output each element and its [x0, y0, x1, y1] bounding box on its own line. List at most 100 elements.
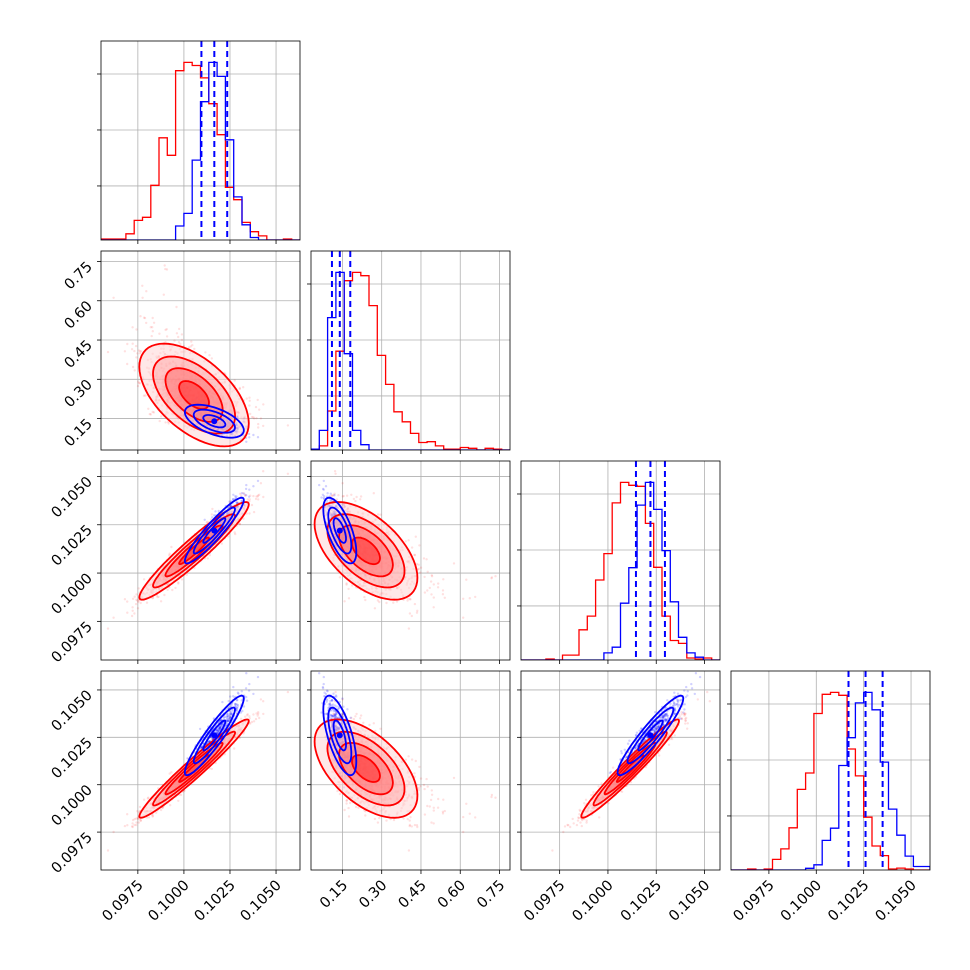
scatter-point [179, 342, 182, 346]
scatter-point [136, 352, 139, 355]
scatter-point [228, 500, 231, 503]
scatter-point [248, 512, 251, 515]
scatter-point [149, 326, 152, 329]
scatter-point [193, 347, 196, 351]
panel-frame [100, 250, 301, 451]
scatter-point [257, 422, 260, 426]
scatter-point [152, 321, 156, 324]
scatter-point [151, 326, 154, 329]
scatter-point [255, 495, 258, 498]
scatter-point [351, 584, 354, 587]
scatter-point [175, 305, 178, 309]
scatter-point [210, 357, 213, 360]
scatter-point [332, 494, 335, 497]
scatter-point [135, 593, 138, 596]
scatter-point [242, 492, 246, 495]
scatter-point [133, 349, 136, 353]
scatter-point [206, 557, 209, 560]
scatter-point [258, 408, 261, 411]
scatter-point [343, 600, 346, 603]
scatter-point [244, 487, 248, 491]
scatter-point [443, 596, 446, 599]
scatter-point [220, 542, 223, 545]
scatter-point [242, 517, 245, 520]
histogram-series-0 [311, 271, 510, 450]
scatter-point [413, 602, 417, 606]
scatter-point [341, 495, 344, 498]
scatter-point [190, 340, 193, 343]
scatter-point [157, 595, 160, 598]
scatter-point [494, 575, 497, 578]
scatter-point [441, 593, 445, 596]
scatter-point [229, 505, 232, 508]
scatter-point [416, 609, 419, 612]
scatter-point [126, 362, 129, 366]
scatter-point [136, 599, 139, 602]
scatter-point [164, 267, 167, 271]
scatter-point [214, 510, 217, 513]
scatter-point [148, 412, 151, 416]
scatter-point [422, 557, 426, 560]
scatter-point [165, 328, 168, 331]
scatter-point [131, 365, 135, 369]
scatter-point [208, 554, 211, 557]
y-tick-label: 0.1050 [49, 474, 96, 521]
scatter-point [462, 597, 465, 600]
panel-1-1 [307, 250, 511, 454]
scatter-point [211, 516, 214, 519]
scatter-point [248, 488, 251, 491]
scatter-point [130, 614, 134, 618]
scatter-point [262, 424, 265, 428]
scatter-point [130, 348, 134, 351]
density-fill [179, 381, 209, 409]
scatter-point [245, 483, 248, 487]
scatter-point [246, 498, 249, 501]
scatter-point [248, 499, 251, 503]
scatter-point [227, 535, 230, 538]
scatter-point [468, 597, 471, 600]
scatter-point [252, 417, 256, 420]
scatter-point [363, 595, 366, 599]
scatter-point [247, 432, 251, 436]
scatter-point [258, 493, 261, 496]
scatter-point [133, 595, 136, 598]
scatter-point [419, 571, 422, 574]
scatter-point [135, 328, 138, 331]
scatter-point [191, 344, 194, 347]
scatter-point [203, 518, 206, 521]
scatter-point [255, 417, 258, 420]
contour-blue [202, 517, 227, 544]
scatter-point [338, 576, 342, 579]
scatter-point [235, 500, 239, 504]
blue-mode-marker [211, 418, 218, 425]
y-tick-label: 0.30 [62, 377, 96, 411]
scatter-point [135, 598, 138, 601]
scatter-point [147, 407, 150, 410]
scatter-point [350, 493, 353, 496]
scatter-point [166, 420, 170, 424]
scatter-point [112, 616, 115, 619]
y-tick-label: 0.60 [62, 298, 96, 332]
scatter-point [436, 586, 440, 589]
scatter-point [254, 405, 258, 409]
scatter-point [430, 574, 433, 577]
scatter-point [286, 472, 290, 475]
scatter-point [187, 346, 191, 349]
scatter-point [256, 479, 260, 483]
scatter-point [407, 627, 411, 630]
scatter-point [335, 498, 339, 501]
scatter-point [345, 494, 349, 497]
scatter-point [136, 607, 140, 610]
scatter-point [233, 379, 236, 382]
scatter-point [249, 494, 252, 497]
scatter-point [437, 582, 440, 585]
scatter-point [240, 499, 243, 502]
scatter-point [141, 296, 144, 299]
scatter-point [144, 394, 147, 397]
scatter-point [415, 562, 419, 566]
scatter-point [212, 514, 216, 517]
scatter-point [156, 595, 159, 599]
scatter-point [331, 494, 334, 497]
scatter-point [163, 264, 166, 267]
y-tick-label: 0.0975 [49, 619, 96, 666]
